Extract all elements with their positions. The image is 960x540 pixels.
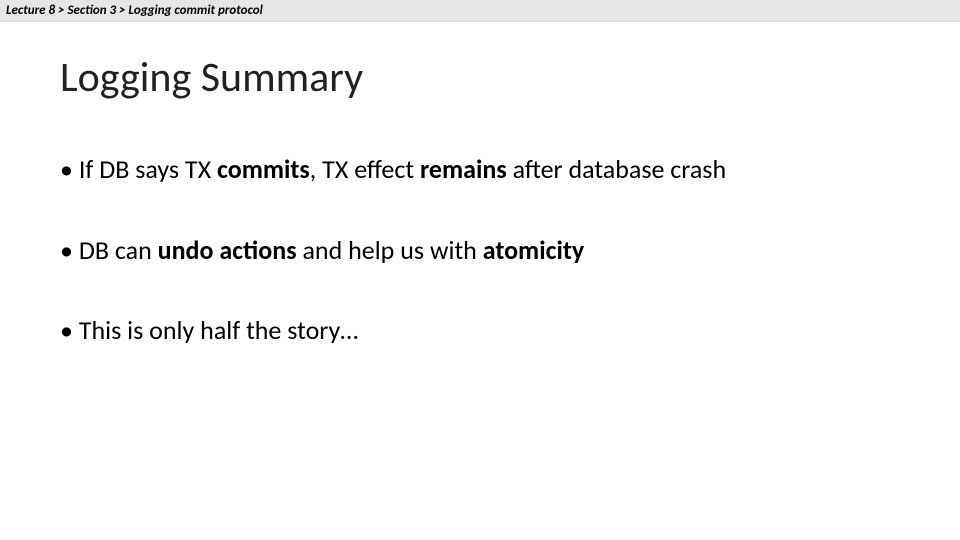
list-item: If DB says TX commits, TX effect remains…	[60, 153, 900, 186]
slide-content: Logging Summary If DB says TX commits, T…	[0, 22, 960, 347]
list-item: DB can undo actions and help us with ato…	[60, 234, 900, 267]
breadcrumb: Lecture 8 > Section 3 > Logging commit p…	[0, 0, 960, 22]
bullet-text-bold: commits	[217, 153, 310, 185]
page-title: Logging Summary	[60, 52, 900, 103]
bullet-text: DB can	[79, 234, 158, 266]
bullet-text-bold: remains	[420, 153, 513, 185]
bullet-list: If DB says TX commits, TX effect remains…	[60, 153, 900, 347]
bullet-text: after database crash	[513, 153, 727, 185]
bullet-text: and help us with	[302, 234, 482, 266]
bullet-text: , TX effect	[310, 153, 420, 185]
bullet-text-bold: undo actions	[158, 234, 303, 266]
list-item: This is only half the story…	[60, 314, 900, 347]
bullet-text: If DB says TX	[79, 153, 217, 185]
bullet-text-bold: atomicity	[483, 234, 584, 266]
bullet-text: This is only half the story…	[79, 314, 358, 346]
